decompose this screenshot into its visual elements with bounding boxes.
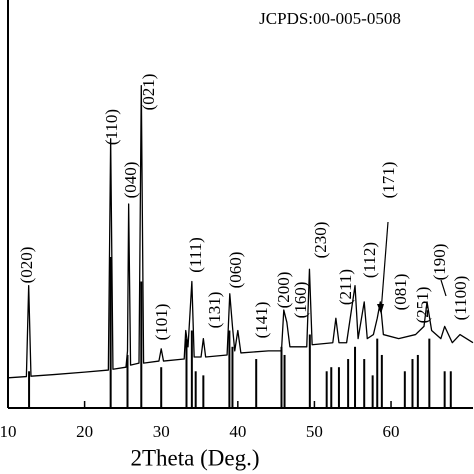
x-tick-label: 60 <box>383 422 400 441</box>
peak-label: (040) <box>121 162 140 199</box>
peak-label: (200) <box>274 272 293 309</box>
peak-label: (081) <box>391 274 410 311</box>
label-arrow <box>380 221 389 313</box>
x-axis-label: 2Theta (Deg.) <box>131 445 260 470</box>
arrow-head <box>377 304 384 314</box>
x-tick-label: 50 <box>306 422 323 441</box>
peak-label: (230) <box>311 222 330 259</box>
peak-label: (060) <box>226 252 245 289</box>
peak-label: (020) <box>17 247 36 284</box>
peak-label: (112) <box>360 242 379 278</box>
peak-label: (021) <box>139 74 158 111</box>
peak-label: (190) <box>430 244 449 281</box>
x-tick-label: 40 <box>229 422 246 441</box>
x-tick-label: 20 <box>76 422 93 441</box>
peak-label: (171) <box>379 162 398 199</box>
peak-label: (160) <box>291 282 310 319</box>
peak-label: (110) <box>102 109 121 145</box>
xrd-pattern <box>7 85 474 379</box>
peak-label: (211) <box>336 269 355 305</box>
reference-card: JCPDS:00-005-0508 <box>259 9 401 28</box>
peak-label: (131) <box>205 292 224 329</box>
label-arrow <box>440 279 447 297</box>
peak-label: (111) <box>186 237 205 273</box>
x-tick-label: 30 <box>153 422 170 441</box>
x-tick-label: 10 <box>0 422 17 441</box>
peak-label: (101) <box>152 304 171 341</box>
peak-label: (1100) <box>451 276 470 321</box>
peak-label: (251) <box>413 287 432 324</box>
peak-label: (141) <box>252 302 271 339</box>
